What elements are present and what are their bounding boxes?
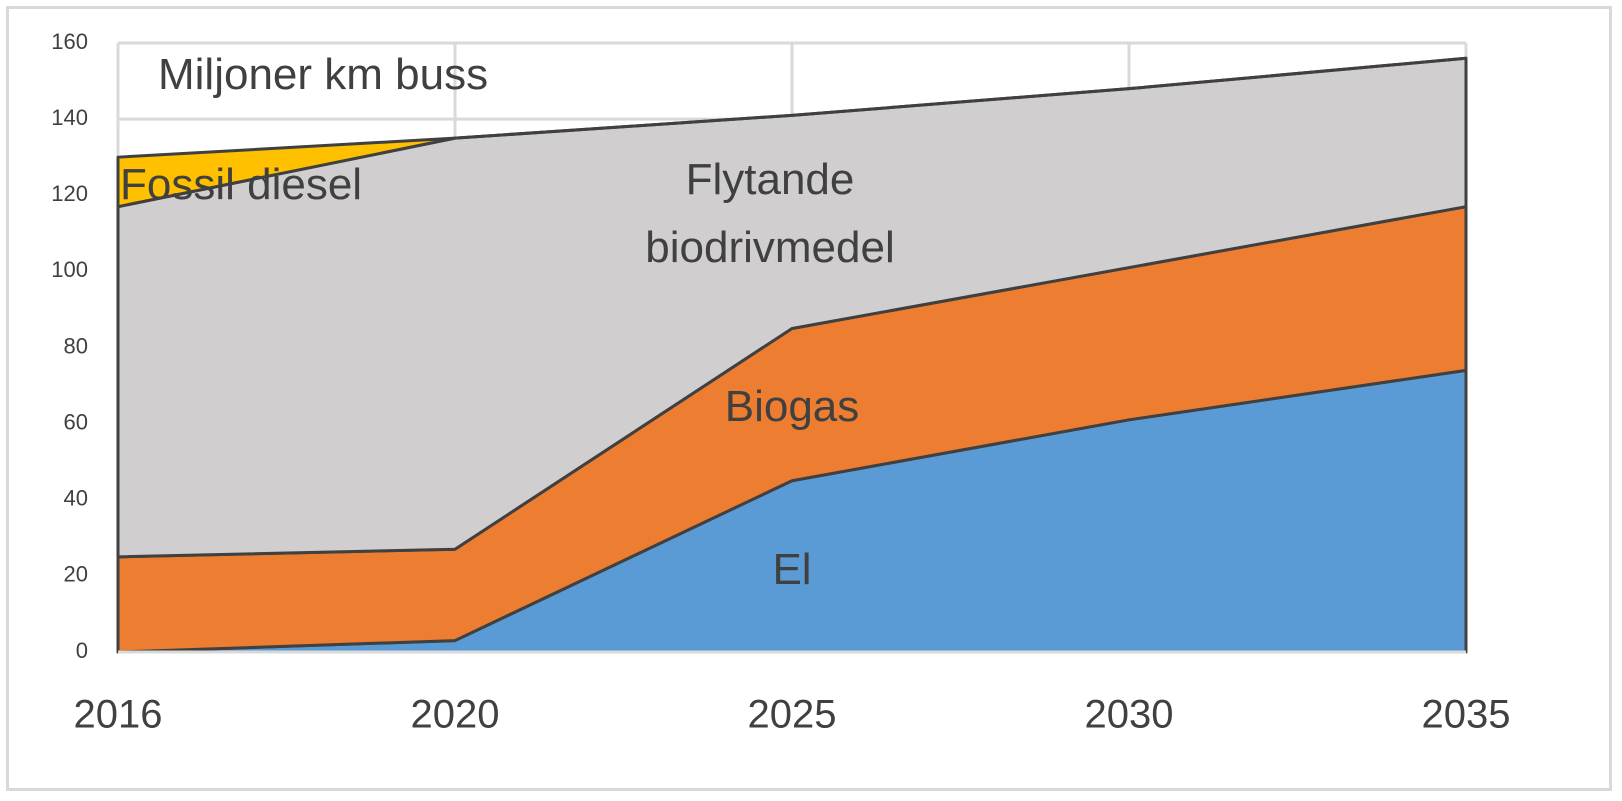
y-tick-label: 140 [51, 105, 88, 130]
y-tick-label: 60 [64, 409, 88, 434]
y-tick-label: 0 [76, 638, 88, 663]
y-tick-label: 100 [51, 257, 88, 282]
x-tick-label: 2035 [1422, 693, 1511, 737]
series-label: Biogas [724, 382, 860, 431]
x-tick-label: 2016 [74, 693, 163, 737]
x-tick-label: 2020 [411, 693, 500, 737]
y-tick-label: 120 [51, 181, 88, 206]
x-tick-label: 2025 [748, 693, 837, 737]
series-label: Fossil diesel [120, 160, 363, 209]
y-tick-label: 80 [64, 333, 88, 358]
area [116, 56, 1468, 209]
chart-title: Miljoner km buss [158, 50, 489, 99]
x-tick-label: 2030 [1085, 693, 1174, 737]
y-tick-label: 20 [64, 562, 88, 587]
series-label: El [772, 545, 812, 594]
series-label: Flytande biodrivmedel [645, 155, 895, 272]
y-tick-label: 40 [64, 486, 88, 511]
y-tick-label: 160 [51, 29, 88, 54]
chart-frame [6, 6, 1612, 791]
